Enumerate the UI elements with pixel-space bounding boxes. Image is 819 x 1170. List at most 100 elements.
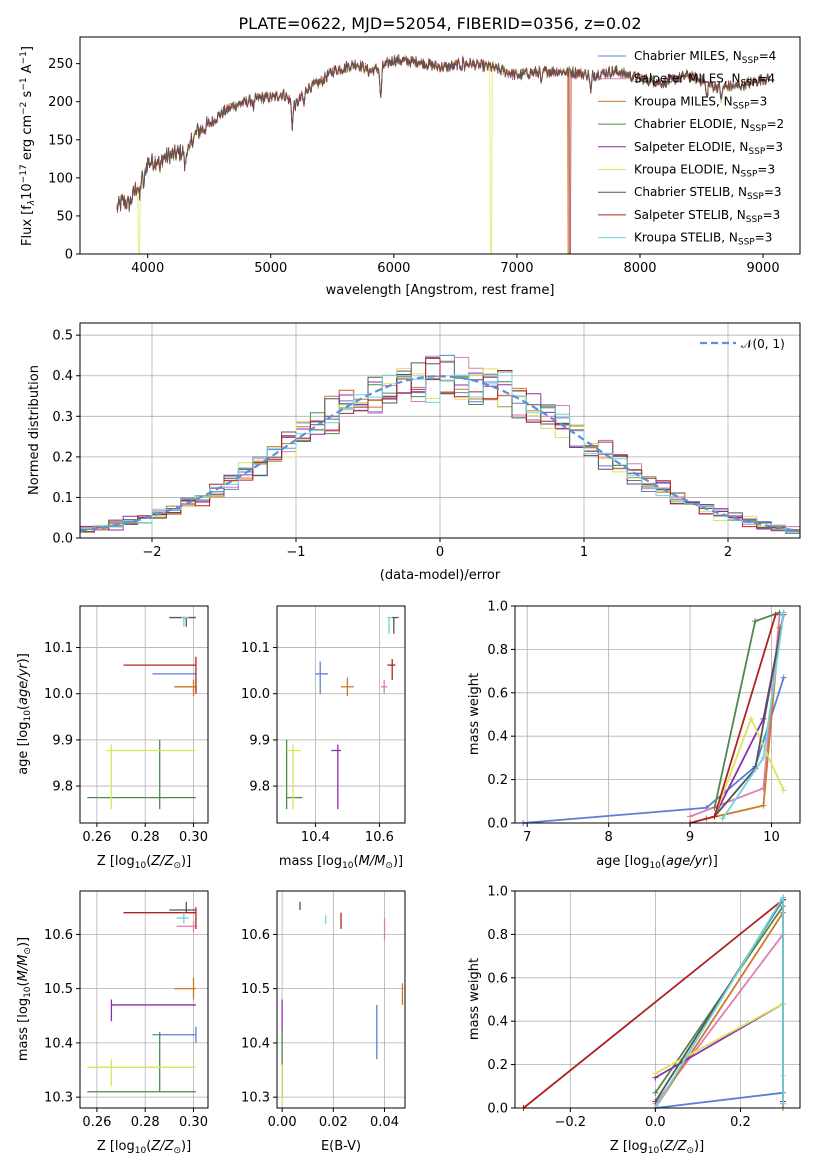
age-vs-metallicity-frame xyxy=(79,605,209,824)
y-tick-label: 0.0 xyxy=(487,817,508,832)
y-tick-label: 0 xyxy=(65,248,73,263)
age-vs-mass-frame xyxy=(276,605,406,824)
y-tick-label: 10.4 xyxy=(241,1036,270,1051)
x-tick-label: 0.28 xyxy=(131,1115,160,1130)
x-tick-label: 10 xyxy=(763,830,780,845)
y-tick-label: 0.2 xyxy=(52,450,73,465)
x-tick-label: 0.26 xyxy=(82,1115,111,1130)
y-tick-label: 10.5 xyxy=(241,982,270,997)
spectrum-line-chabrier_stelib xyxy=(116,55,770,213)
age-vs-mass-points xyxy=(285,616,399,810)
x-tick-label: 10.6 xyxy=(365,830,394,845)
figure-title: PLATE=0622, MJD=52054, FIBERID=0356, z=0… xyxy=(238,14,641,33)
mass-weight-vs-age-panel: 7 8 9 10 0.0 0.2 0.4 0.6 0.8 1.0 age [log10(age/y… xyxy=(467,600,801,871)
y-tick-label: 9.8 xyxy=(52,780,73,795)
histogram-ylabel: Normed distribution xyxy=(27,365,42,495)
age-vs-metallicity-panel: 0.26 0.28 0.30 9.8 9.9 10.0 10.1 Z [log10(Z/Z⊙… xyxy=(16,605,209,871)
x-tick-label: −2 xyxy=(142,545,161,560)
mass-vs-metallicity-ylabel: mass [log10(M/M⊙)] xyxy=(16,937,33,1061)
spectrum-frame xyxy=(79,36,801,255)
age-vs-metallicity-xlabel: Z [log10(Z/Z⊙)] xyxy=(97,854,191,871)
y-tick-label: 1.0 xyxy=(487,885,508,900)
x-tick-label: 0.28 xyxy=(131,830,160,845)
x-tick-label: 0.04 xyxy=(370,1115,399,1130)
y-tick-label: 250 xyxy=(48,57,73,72)
y-tick-label: 0.1 xyxy=(52,491,73,506)
x-tick-label: 10.4 xyxy=(301,830,330,845)
legend-label-salpeter_miles: Salpeter MILES, NSSP=4 xyxy=(634,72,775,89)
x-tick-label: 0.00 xyxy=(268,1115,297,1130)
x-tick-label: −1 xyxy=(286,545,305,560)
x-tick-label: 8000 xyxy=(623,261,656,276)
y-tick-label: 10.4 xyxy=(44,1036,73,1051)
x-tick-label: 0.02 xyxy=(319,1115,348,1130)
legend-gaussian-label: 𝒩(0, 1) xyxy=(741,337,785,351)
y-tick-label: 10.6 xyxy=(44,928,73,943)
x-tick-label: 8 xyxy=(605,830,613,845)
y-tick-label: 0.0 xyxy=(52,532,73,547)
spectrum-ylabel: Flux [fλ10−17 erg cm−2 s−1 A−1] xyxy=(19,46,37,246)
x-tick-label: 7 xyxy=(523,830,531,845)
y-tick-label: 9.8 xyxy=(249,780,270,795)
y-tick-label: 0.2 xyxy=(487,1058,508,1073)
mass-weight-vs-age-lines xyxy=(520,609,787,826)
y-tick-label: 0.0 xyxy=(487,1102,508,1117)
mass-weight-vs-age-frame xyxy=(514,605,801,824)
y-tick-label: 10.0 xyxy=(44,687,73,702)
x-tick-label: 1 xyxy=(580,545,588,560)
mass-weight-vs-age-xlabel: age [log10(age/yr)] xyxy=(596,854,718,871)
mass-vs-metallicity-points xyxy=(87,901,197,1093)
histogram-panel: −2 −1 0 1 2 0.0 0.1 0.2 0.3 0.4 0.5 (data-model)/e… xyxy=(27,322,801,583)
x-tick-label: 2 xyxy=(724,545,732,560)
y-tick-label: 0.4 xyxy=(52,369,73,384)
mass-weight-vs-metallicity-ylabel: mass weight xyxy=(467,958,482,1040)
y-tick-label: 10.1 xyxy=(44,641,73,656)
y-tick-label: 50 xyxy=(56,209,73,224)
y-tick-label: 150 xyxy=(48,133,73,148)
gaussian-curve xyxy=(79,375,801,532)
age-vs-mass-panel: 10.4 10.6 9.8 9.9 10.0 10.1 mass [log10(M/M⊙)… xyxy=(241,605,406,871)
y-tick-label: 10.3 xyxy=(44,1091,73,1106)
y-tick-label: 0.8 xyxy=(487,928,508,943)
y-tick-label: 10.6 xyxy=(241,928,270,943)
y-tick-label: 0.4 xyxy=(487,1015,508,1030)
y-tick-label: 9.9 xyxy=(52,733,73,748)
x-tick-label: 0 xyxy=(436,545,444,560)
x-tick-label: 4000 xyxy=(131,261,164,276)
spectrum-lines xyxy=(116,53,770,255)
y-tick-label: 0.4 xyxy=(487,730,508,745)
y-tick-label: 0.5 xyxy=(52,329,73,344)
legend-label-kroupa_miles: Kroupa MILES, NSSP=3 xyxy=(634,94,767,111)
y-tick-label: 0.6 xyxy=(487,971,508,986)
mass-vs-metallicity-frame xyxy=(79,890,209,1109)
legend-label-salpeter_elodie: Salpeter ELODIE, NSSP=3 xyxy=(634,140,783,157)
x-tick-label: 0.26 xyxy=(82,830,111,845)
mass-weight-vs-metallicity-panel: −0.2 0.0 0.2 0.0 0.2 0.4 0.6 0.8 1.0 Z [log10(Z/… xyxy=(467,885,801,1156)
y-tick-label: 0.6 xyxy=(487,686,508,701)
mass-vs-extinction-points xyxy=(281,901,404,1103)
y-tick-label: 10.3 xyxy=(241,1091,270,1106)
age-vs-metallicity-points xyxy=(87,616,197,810)
mass-vs-metallicity-panel: 0.26 0.28 0.30 10.3 10.4 10.5 10.6 Z [log10(Z/… xyxy=(16,890,209,1156)
y-tick-label: 9.9 xyxy=(249,733,270,748)
spectrum-legend: Chabrier MILES, NSSP=4 Salpeter MILES, NS… xyxy=(598,49,784,248)
x-tick-label: 6000 xyxy=(377,261,410,276)
x-tick-label: 5000 xyxy=(254,261,287,276)
age-vs-mass-xlabel: mass [log10(M/M⊙)] xyxy=(279,854,403,871)
mass-weight-vs-age-ylabel: mass weight xyxy=(467,673,482,755)
y-tick-label: 10.1 xyxy=(241,641,270,656)
x-tick-label: 7000 xyxy=(500,261,533,276)
mass-vs-extinction-frame xyxy=(276,890,406,1109)
mass-weight-vs-metallicity-frame xyxy=(514,890,801,1109)
x-tick-label: 0.0 xyxy=(645,1115,666,1130)
x-tick-label: 0.30 xyxy=(179,830,208,845)
mass-weight-vs-metallicity-xlabel: Z [log10(Z/Z⊙)] xyxy=(610,1139,704,1156)
histogram-xlabel: (data-model)/error xyxy=(380,568,501,583)
y-tick-label: 1.0 xyxy=(487,600,508,615)
legend-label-salpeter_stelib: Salpeter STELIB, NSSP=3 xyxy=(634,208,780,225)
x-tick-label: 9000 xyxy=(747,261,780,276)
legend-label-kroupa_stelib: Kroupa STELIB, NSSP=3 xyxy=(634,231,772,248)
mass-vs-extinction-xlabel: E(B-V) xyxy=(321,1139,361,1154)
legend-label-chabrier_miles: Chabrier MILES, NSSP=4 xyxy=(634,49,776,66)
